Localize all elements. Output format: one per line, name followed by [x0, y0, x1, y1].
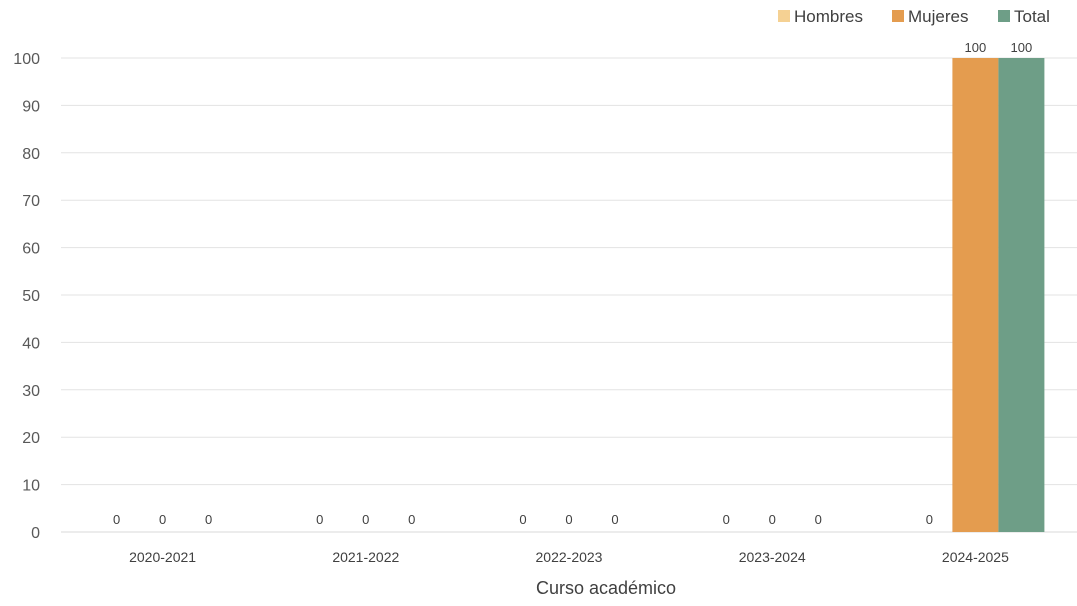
y-tick-label-70: 70 [22, 193, 40, 210]
y-tick-label-50: 50 [22, 288, 40, 305]
y-tick-label-20: 20 [22, 430, 40, 447]
data-label-hombres-2021-2022: 0 [316, 512, 323, 527]
legend-label-total: Total [1014, 7, 1050, 26]
data-label-hombres-2020-2021: 0 [113, 512, 120, 527]
gridlines [61, 57, 1077, 533]
data-label-total-2022-2023: 0 [611, 512, 618, 527]
y-tick-label-90: 90 [22, 98, 40, 115]
data-label-total-2023-2024: 0 [815, 512, 822, 527]
y-axis-tick-labels: 0 10 20 30 40 50 60 70 80 90 100 [13, 51, 40, 542]
data-label-mujeres-2024-2025: 100 [965, 40, 987, 55]
data-label-total-2024-2025: 100 [1011, 40, 1033, 55]
legend-label-hombres: Hombres [794, 7, 863, 26]
data-label-hombres-2024-2025: 0 [926, 512, 933, 527]
bar-total-2024-2025 [998, 58, 1045, 532]
y-tick-label-40: 40 [22, 335, 40, 352]
legend: Hombres Mujeres Total [778, 7, 1050, 26]
data-label-mujeres-2023-2024: 0 [769, 512, 776, 527]
bar-mujeres-2024-2025 [952, 58, 999, 532]
x-tick-label-2020-2021: 2020-2021 [129, 549, 196, 565]
x-tick-label-2021-2022: 2021-2022 [332, 549, 399, 565]
y-tick-label-80: 80 [22, 146, 40, 163]
y-tick-label-10: 10 [22, 478, 40, 495]
data-label-hombres-2022-2023: 0 [519, 512, 526, 527]
y-tick-label-100: 100 [13, 51, 40, 68]
data-labels: 0 0 0 0 0 0 0 0 0 0 0 0 0 100 100 [113, 40, 1032, 527]
data-label-mujeres-2021-2022: 0 [362, 512, 369, 527]
legend-label-mujeres: Mujeres [908, 7, 968, 26]
y-tick-label-60: 60 [22, 241, 40, 258]
y-tick-label-0: 0 [31, 525, 40, 542]
data-label-mujeres-2022-2023: 0 [565, 512, 572, 527]
y-tick-label-30: 30 [22, 383, 40, 400]
x-axis-tick-labels: 2020-2021 2021-2022 2022-2023 2023-2024 2024… [129, 549, 1009, 565]
x-tick-label-2022-2023: 2022-2023 [536, 549, 603, 565]
x-tick-label-2024-2025: 2024-2025 [942, 549, 1009, 565]
data-label-total-2020-2021: 0 [205, 512, 212, 527]
data-label-total-2021-2022: 0 [408, 512, 415, 527]
bars [952, 58, 1045, 532]
legend-item-mujeres: Mujeres [892, 7, 968, 26]
x-axis-title: Curso académico [536, 578, 676, 598]
legend-item-total: Total [998, 7, 1050, 26]
legend-swatch-mujeres [892, 10, 904, 22]
legend-swatch-hombres [778, 10, 790, 22]
legend-item-hombres: Hombres [778, 7, 863, 26]
legend-swatch-total [998, 10, 1010, 22]
x-tick-label-2023-2024: 2023-2024 [739, 549, 806, 565]
data-label-mujeres-2020-2021: 0 [159, 512, 166, 527]
data-label-hombres-2023-2024: 0 [723, 512, 730, 527]
